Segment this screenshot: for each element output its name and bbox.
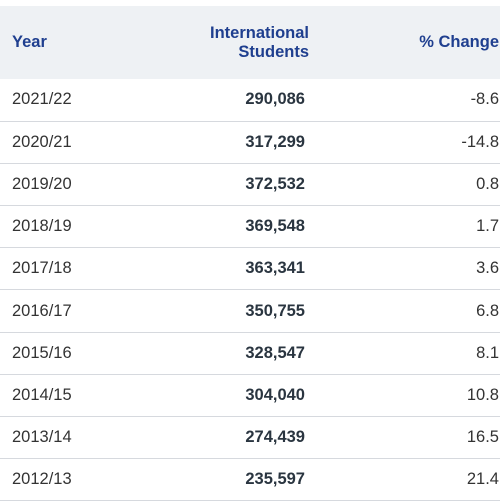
table-row: 2015/16 328,547 8.1 xyxy=(0,332,500,375)
year-cell: 2013/14 xyxy=(0,416,124,460)
table-header: Year International Students % Change xyxy=(0,6,500,79)
table-row: 2013/14 274,439 16.5 xyxy=(0,416,500,460)
table-row: 2018/19 369,548 1.7 xyxy=(0,205,500,249)
students-header-line-2: Students xyxy=(238,42,309,61)
change-cell: 3.6 xyxy=(309,247,500,291)
year-cell: 2017/18 xyxy=(0,247,124,291)
change-cell: 8.1 xyxy=(309,332,500,375)
students-cell: 304,040 xyxy=(124,374,309,418)
students-cell: 328,547 xyxy=(124,332,309,375)
year-cell: 2020/21 xyxy=(0,121,124,164)
change-cell: 16.5 xyxy=(309,416,500,460)
table-row: 2017/18 363,341 3.6 xyxy=(0,247,500,291)
change-cell: 6.8 xyxy=(309,289,500,333)
year-cell: 2021/22 xyxy=(0,79,124,122)
year-cell: 2019/20 xyxy=(0,163,124,207)
students-cell: 350,755 xyxy=(124,289,309,333)
students-cell: 372,532 xyxy=(124,163,309,207)
header-row: Year International Students % Change xyxy=(0,6,500,79)
table-row: 2016/17 350,755 6.8 xyxy=(0,289,500,333)
students-cell: 363,341 xyxy=(124,247,309,291)
table-row: 2021/22 290,086 -8.6 xyxy=(0,79,500,122)
students-cell: 235,597 xyxy=(124,458,309,501)
change-cell: 21.4 xyxy=(309,458,500,501)
table-row: 2014/15 304,040 10.8 xyxy=(0,374,500,418)
percent-change-column-header: % Change xyxy=(419,33,499,51)
international-students-column-header: International Students xyxy=(124,6,309,79)
change-cell: -8.6 xyxy=(309,79,500,122)
table-body: 2021/22 290,086 -8.6 2020/21 317,299 -14… xyxy=(0,79,500,501)
change-cell: 1.7 xyxy=(309,205,500,249)
students-cell: 369,548 xyxy=(124,205,309,249)
students-header-line-1: International xyxy=(209,23,309,42)
change-cell: 0.8 xyxy=(309,163,500,207)
students-cell: 317,299 xyxy=(124,121,309,164)
table-row: 2020/21 317,299 -14.8 xyxy=(0,121,500,164)
table-row: 2012/13 235,597 21.4 xyxy=(0,458,500,501)
change-cell: 10.8 xyxy=(309,374,500,418)
international-students-table: Year International Students % Change 202… xyxy=(0,6,500,501)
year-cell: 2016/17 xyxy=(0,289,124,333)
students-cell: 274,439 xyxy=(124,416,309,460)
year-cell: 2015/16 xyxy=(0,332,124,375)
change-cell: -14.8 xyxy=(309,121,500,164)
year-column-header: Year xyxy=(12,33,47,51)
students-cell: 290,086 xyxy=(124,79,309,122)
year-cell: 2018/19 xyxy=(0,205,124,249)
table-row: 2019/20 372,532 0.8 xyxy=(0,163,500,207)
year-cell: 2014/15 xyxy=(0,374,124,418)
year-cell: 2012/13 xyxy=(0,458,124,501)
